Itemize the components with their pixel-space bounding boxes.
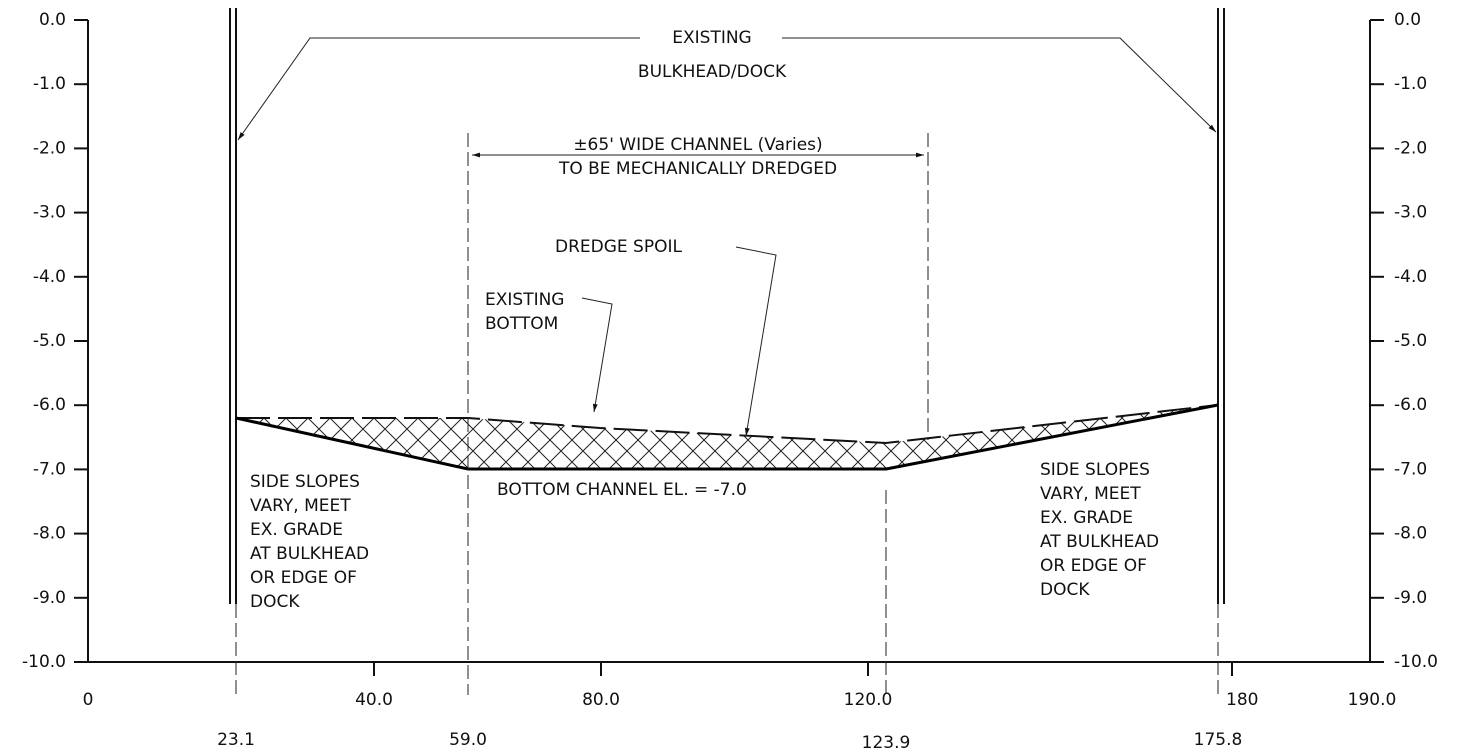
frame [87,8,1371,695]
left-axis-label: -9.0 [33,588,66,608]
x-axis-label: 40.0 [355,690,393,710]
station-lines [235,133,1219,695]
right-axis-label: -7.0 [1394,459,1427,479]
dredge-spoil-hatch [236,405,1218,469]
x-axis-label: 80.0 [582,690,620,710]
left-axis-label: 0.0 [39,10,66,30]
side-slopes-left: EX. GRADE [250,520,343,540]
left-axis-label: -4.0 [33,267,66,287]
existing-bulkhead: EXISTING [672,28,751,48]
right-axis-label: -10.0 [1394,652,1438,672]
station-label: 23.1 [217,730,255,750]
side-slopes-right: EX. GRADE [1040,508,1133,528]
channel: TO BE MECHANICALLY DREDGED [558,159,837,179]
side-slopes-right: VARY, MEET [1040,484,1141,504]
leaders [237,37,1217,437]
left-axis-label: -5.0 [33,331,66,351]
x-axis-label: 190.0 [1348,690,1397,710]
right-axis-label: -1.0 [1394,74,1427,94]
existing-bottom: EXISTING [485,290,564,310]
side-slopes-right: SIDE SLOPES [1040,460,1150,480]
right-axis-label: -4.0 [1394,267,1427,287]
channel-bottom-line [235,403,1219,471]
left-axis-label: -8.0 [33,524,66,544]
left-axis-label: -6.0 [33,395,66,415]
right-axis-label: -8.0 [1394,524,1427,544]
station-label: 123.9 [862,733,911,753]
bottom-channel: BOTTOM CHANNEL EL. = -7.0 [497,480,747,500]
station-label: 175.8 [1194,730,1243,750]
x-axis-label: 0 [83,690,94,710]
right-axis-label: -9.0 [1394,588,1427,608]
left-axis-label: -3.0 [33,203,66,223]
x-axis-label: 180 [1226,690,1258,710]
left-axis-label: -10.0 [22,652,66,672]
right-axis-label: -2.0 [1394,138,1427,158]
left-axis-label: -2.0 [33,138,66,158]
existing-bottom-line [236,404,1219,445]
bulkheads [229,8,1225,604]
right-axis-label: -6.0 [1394,395,1427,415]
side-slopes-right: OR EDGE OF [1040,556,1147,576]
side-slopes-left: AT BULKHEAD [250,544,369,564]
existing-bulkhead: BULKHEAD/DOCK [638,62,787,82]
side-slopes-left: DOCK [250,592,300,612]
side-slopes-right: AT BULKHEAD [1040,532,1159,552]
x-axis-label: 120.0 [844,690,893,710]
existing-bottom: BOTTOM [485,314,558,334]
channel: ±65' WIDE CHANNEL (Varies) [573,135,822,155]
side-slopes-left: SIDE SLOPES [250,472,360,492]
station-label: 59.0 [449,730,487,750]
side-slopes-left: OR EDGE OF [250,568,357,588]
side-slopes-right: DOCK [1040,580,1090,600]
right-axis-label: 0.0 [1394,10,1421,30]
right-axis-label: -3.0 [1394,203,1427,223]
left-axis-label: -7.0 [33,459,66,479]
left-axis-label: -1.0 [33,74,66,94]
right-axis-label: -5.0 [1394,331,1427,351]
dredge-spoil: DREDGE SPOIL [555,237,682,257]
side-slopes-left: VARY, MEET [250,496,351,516]
